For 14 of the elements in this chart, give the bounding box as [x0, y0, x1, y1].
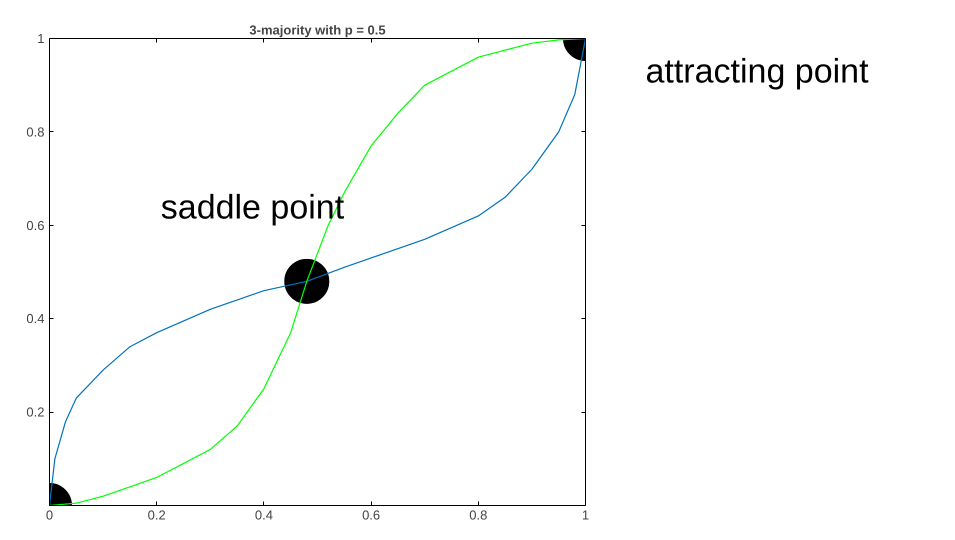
y-tick-label: 0.8	[26, 124, 45, 140]
x-tick-label: 0.8	[469, 508, 488, 522]
x-tick-label: 1	[582, 508, 590, 522]
y-tick-label: 0.6	[26, 218, 45, 233]
annotation: attracting point	[646, 52, 870, 90]
x-tick-label: 0.6	[362, 508, 380, 522]
y-tick-label: 0.2	[26, 404, 45, 420]
x-tick-label: 0.2	[148, 508, 166, 522]
y-tick-label: 0.4	[26, 311, 45, 326]
x-tick-label: 0.4	[254, 508, 273, 522]
chart-title: 3-majority with p = 0.5	[249, 22, 386, 38]
line-series	[50, 38, 586, 506]
x-tick-label: 0	[46, 508, 54, 522]
y-tick-label: 1	[37, 31, 45, 46]
